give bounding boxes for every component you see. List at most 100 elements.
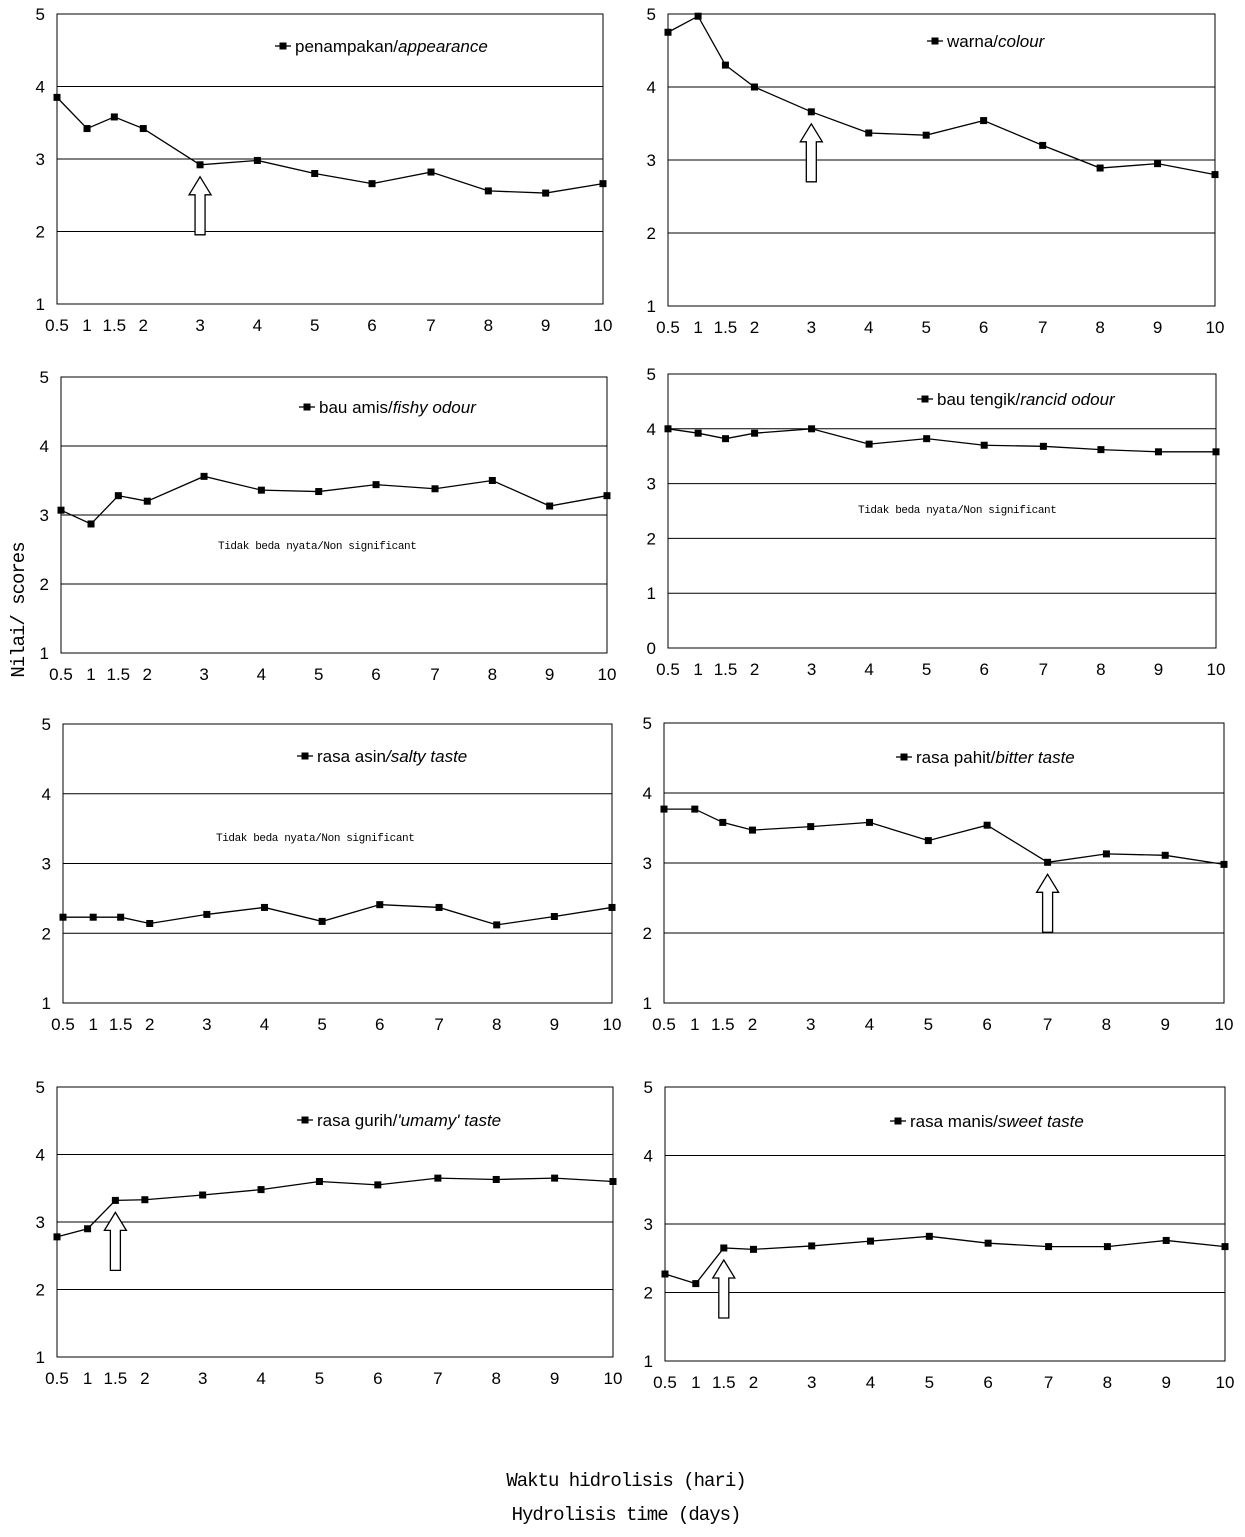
data-point [435,903,443,911]
x-tick-label: 5 [317,1015,326,1034]
y-tick-label: 1 [643,994,652,1013]
data-point [924,837,932,845]
x-tick-label: 9 [1154,660,1163,679]
x-tick-label: 1.5 [714,660,738,679]
plot-frame [667,373,1217,649]
data-point [603,492,611,500]
y-tick-label: 0 [647,639,656,658]
data-point [1212,448,1220,456]
x-tick-label: 0.5 [45,316,69,335]
x-tick-label: 4 [253,316,262,335]
data-point [1162,1236,1170,1244]
y-tick-label: 4 [36,1146,45,1165]
data-point [984,1239,992,1247]
data-point [1102,850,1110,858]
x-tick-label: 7 [1039,660,1048,679]
data-point [664,425,672,433]
y-axis-label: Nilai/ scores [8,542,30,677]
data-point [694,12,702,20]
data-point [542,189,550,197]
x-tick-label: 3 [807,660,816,679]
legend-label: rasa manis/sweet taste [910,1112,1084,1131]
data-point [546,502,554,510]
plot-frame [667,13,1216,307]
data-point [1096,164,1104,172]
legend-label: penampakan/appearance [295,37,488,56]
data-point [1097,446,1105,454]
data-point [139,125,147,133]
data-point [807,108,815,116]
data-point [143,497,151,505]
data-point [484,187,492,195]
legend-marker [921,395,929,403]
data-point [57,506,65,514]
data-point [1161,851,1169,859]
x-tick-label: 7 [433,1369,442,1388]
x-tick-label: 5 [925,1373,934,1392]
x-tick-label: 8 [1102,1015,1111,1034]
y-tick-label: 1 [42,994,51,1013]
x-tick-label: 1 [86,665,95,684]
x-tick-label: 3 [806,1015,815,1034]
x-tick-label: 2 [750,660,759,679]
data-point [1220,860,1228,868]
data-point [374,1181,382,1189]
data-point [431,485,439,493]
x-tick-label: 3 [202,1015,211,1034]
data-point [721,61,729,69]
plot-frame [56,1086,614,1358]
data-point [867,1237,875,1245]
x-tick-label: 5 [314,665,323,684]
y-tick-label: 2 [647,529,656,548]
x-axis-label-line1: Waktu hidrolisis (hari) [506,1470,745,1492]
x-tick-label: 7 [430,665,439,684]
x-tick-label: 7 [426,316,435,335]
data-point [492,1175,500,1183]
x-tick-label: 7 [434,1015,443,1034]
data-point [1039,442,1047,450]
data-point [1039,141,1047,149]
x-tick-label: 4 [866,1373,875,1392]
x-tick-label: 4 [864,660,873,679]
x-tick-label: 8 [492,1015,501,1034]
x-tick-label: 6 [371,665,380,684]
x-tick-label: 10 [1216,1373,1235,1392]
x-tick-label: 4 [260,1015,269,1034]
data-point [599,180,607,188]
legend-label: bau tengik/rancid odour [937,390,1116,409]
data-point [368,180,376,188]
y-tick-label: 5 [36,1078,45,1097]
x-tick-label: 4 [864,318,873,337]
y-tick-label: 2 [36,223,45,242]
x-tick-label: 4 [257,665,266,684]
data-point [808,425,816,433]
y-tick-label: 3 [647,151,656,170]
x-tick-label: 1 [88,1015,97,1034]
y-tick-label: 5 [40,368,49,387]
data-point [608,903,616,911]
x-tick-label: 6 [979,318,988,337]
data-point [53,1233,61,1241]
y-tick-label: 5 [643,714,652,733]
x-tick-label: 10 [594,316,613,335]
x-tick-label: 6 [367,316,376,335]
x-tick-label: 10 [598,665,617,684]
data-point [692,1280,700,1288]
data-point [84,1225,92,1233]
legend-marker [894,1117,902,1125]
x-tick-label: 1.5 [714,318,738,337]
x-tick-label: 9 [550,1369,559,1388]
data-point [661,1270,669,1278]
x-tick-label: 1.5 [107,665,131,684]
x-tick-label: 6 [375,1015,384,1034]
data-point [609,1178,617,1185]
y-tick-label: 5 [42,715,51,734]
data-point [111,1196,119,1204]
significance-note: Tidak beda nyata/Non significant [858,505,1056,517]
y-tick-label: 3 [36,150,45,169]
significance-note: Tidak beda nyata/Non significant [216,833,414,845]
data-point [114,492,122,500]
